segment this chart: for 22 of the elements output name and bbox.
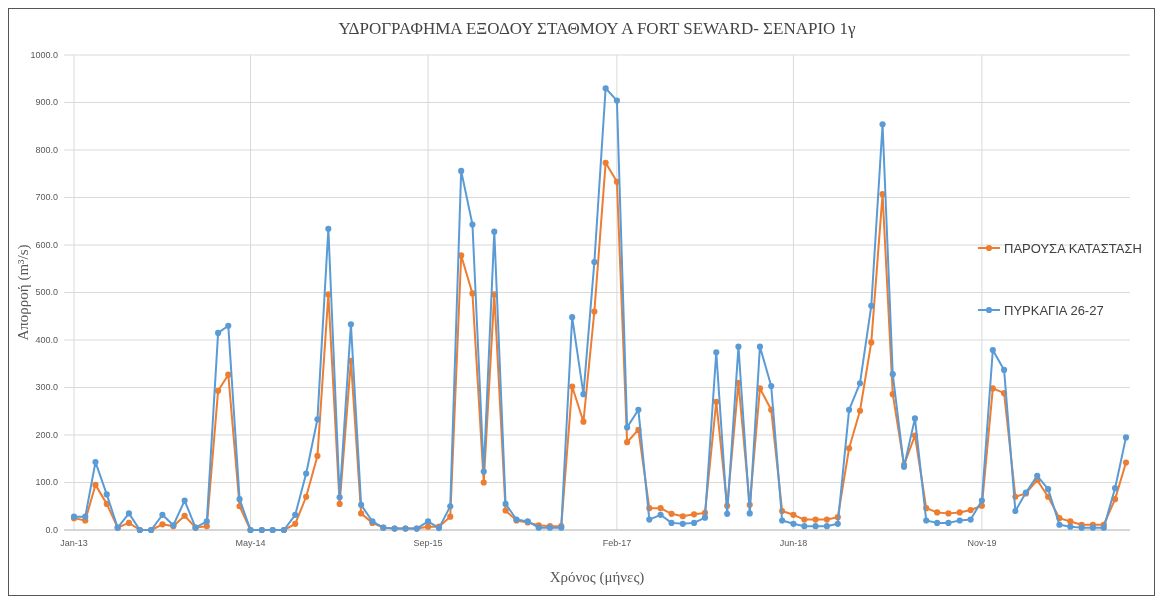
x-tick-label: May-14 (235, 538, 266, 548)
y-tick-label: 1000.0 (30, 49, 58, 60)
y-tick-label: 800.0 (35, 144, 58, 155)
x-tick-label: Jan-13 (60, 538, 88, 548)
y-tick-label: 900.0 (35, 97, 58, 108)
y-axis-title: Απορροή (m³/s) (15, 244, 32, 341)
y-tick-label: 500.0 (35, 287, 58, 298)
y-tick-label: 600.0 (35, 239, 58, 250)
y-tick-label: 400.0 (35, 334, 58, 345)
x-tick-label: Sep-15 (413, 538, 443, 548)
legend-label: ΠΑΡΟΥΣΑ ΚΑΤΑΣΤΑΣΗ (1004, 240, 1142, 256)
x-axis-title: Χρόνος (μήνες) (549, 569, 645, 586)
y-tick-label: 200.0 (35, 429, 58, 440)
x-tick-label: Jun-18 (779, 538, 808, 548)
y-tick-label: 700.0 (35, 192, 58, 203)
x-tick-label: Nov-19 (967, 538, 997, 548)
y-tick-label: 0.0 (45, 524, 58, 535)
chart-title: ΥΔΡΟΓΡΑΦΗΜΑ ΕΞΟΔΟΥ ΣΤΑΘΜΟΥ Α FORT SEWARD- ΣΕΝΑΡΙΟ 1γ (338, 19, 857, 38)
y-tick-label: 300.0 (35, 382, 58, 393)
y-tick-label: 100.0 (35, 477, 58, 488)
x-tick-label: Feb-17 (602, 538, 632, 548)
legend-label: ΠΥΡΚΑΓΙΑ 26-27 (1004, 302, 1104, 318)
